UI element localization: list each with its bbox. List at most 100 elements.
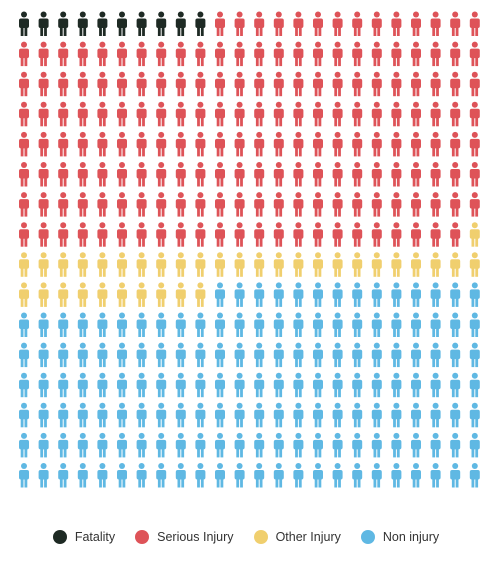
- person-icon: [273, 463, 284, 488]
- person-icon: [156, 11, 167, 36]
- person-icon: [234, 432, 245, 458]
- person-icon: [371, 402, 382, 428]
- person-icon: [195, 131, 206, 157]
- person-icon: [332, 101, 343, 127]
- legend-item-non-injury[interactable]: Non injury: [360, 530, 440, 544]
- person-icon: [293, 312, 304, 337]
- person-icon: [136, 222, 147, 247]
- person-icon: [313, 192, 323, 217]
- person-icon: [391, 312, 402, 337]
- person-icon: [411, 162, 421, 187]
- person-icon: [293, 222, 304, 247]
- person-icon: [293, 282, 304, 307]
- person-icon: [430, 222, 441, 247]
- person-icon: [97, 71, 108, 97]
- person-icon: [234, 222, 245, 247]
- person-icon: [215, 192, 225, 217]
- person-icon: [293, 101, 304, 127]
- person-icon: [175, 41, 186, 67]
- person-icon: [352, 252, 363, 277]
- person-icon: [450, 222, 461, 247]
- person-icon: [234, 342, 245, 368]
- person-icon: [352, 41, 363, 67]
- person-icon: [469, 41, 480, 67]
- person-icon: [58, 222, 69, 247]
- person-icon: [117, 192, 127, 217]
- person-icon: [469, 71, 480, 97]
- person-icon: [469, 11, 480, 36]
- person-icon: [234, 252, 245, 277]
- person-icon: [313, 282, 323, 307]
- person-icon: [371, 192, 382, 217]
- person-icon: [450, 101, 461, 127]
- person-icon: [450, 11, 461, 36]
- person-icon: [332, 402, 343, 428]
- person-icon: [136, 192, 147, 217]
- person-icon: [58, 372, 69, 398]
- person-icon: [352, 162, 363, 187]
- person-icon: [38, 71, 49, 97]
- person-icon: [430, 252, 441, 277]
- person-icon: [195, 162, 206, 187]
- person-icon: [273, 131, 284, 157]
- person-icon: [77, 101, 88, 127]
- person-icon: [117, 162, 127, 187]
- person-icon: [332, 192, 343, 217]
- person-icon: [411, 402, 421, 428]
- person-icon: [273, 192, 284, 217]
- person-icon: [175, 312, 186, 337]
- person-icon: [97, 402, 108, 428]
- person-icon: [38, 282, 49, 307]
- person-icon: [195, 11, 206, 36]
- person-icon: [430, 463, 441, 488]
- legend-item-other-injury[interactable]: Other Injury: [253, 530, 341, 544]
- person-icon: [313, 11, 323, 36]
- person-icon: [450, 463, 461, 488]
- person-icon: [175, 282, 186, 307]
- person-icon: [371, 41, 382, 67]
- person-icon: [19, 282, 29, 307]
- person-icon: [273, 101, 284, 127]
- person-icon: [273, 432, 284, 458]
- person-icon: [352, 463, 363, 488]
- legend-item-serious-injury[interactable]: Serious Injury: [135, 530, 234, 544]
- person-icon: [19, 11, 29, 36]
- person-icon: [254, 312, 265, 337]
- person-icon: [136, 463, 147, 488]
- person-icon: [117, 463, 127, 488]
- person-icon: [117, 222, 127, 247]
- person-icon: [273, 342, 284, 368]
- person-icon: [430, 162, 441, 187]
- person-icon: [38, 101, 49, 127]
- person-icon: [38, 463, 49, 488]
- person-icon: [156, 402, 167, 428]
- person-icon: [391, 372, 402, 398]
- person-icon: [58, 463, 69, 488]
- person-icon: [175, 432, 186, 458]
- person-icon: [175, 131, 186, 157]
- person-icon: [97, 11, 108, 36]
- legend-item-fatality[interactable]: Fatality: [52, 530, 115, 544]
- person-icon: [391, 222, 402, 247]
- person-icon: [430, 432, 441, 458]
- person-icon: [352, 192, 363, 217]
- person-icon: [371, 131, 382, 157]
- person-icon: [254, 222, 265, 247]
- person-icon: [391, 463, 402, 488]
- person-icon: [136, 41, 147, 67]
- person-icon: [450, 372, 461, 398]
- person-icon: [195, 101, 206, 127]
- legend-label-non-injury: Non injury: [382, 530, 440, 544]
- person-icon: [195, 222, 206, 247]
- person-icon: [97, 192, 108, 217]
- person-icon: [450, 162, 461, 187]
- person-icon: [254, 131, 265, 157]
- person-icon: [430, 372, 441, 398]
- person-icon: [391, 162, 402, 187]
- person-icon: [430, 101, 441, 127]
- person-icon: [195, 342, 206, 368]
- person-icon: [273, 252, 284, 277]
- person-icon: [136, 131, 147, 157]
- person-icon: [352, 71, 363, 97]
- person-icon: [430, 312, 441, 337]
